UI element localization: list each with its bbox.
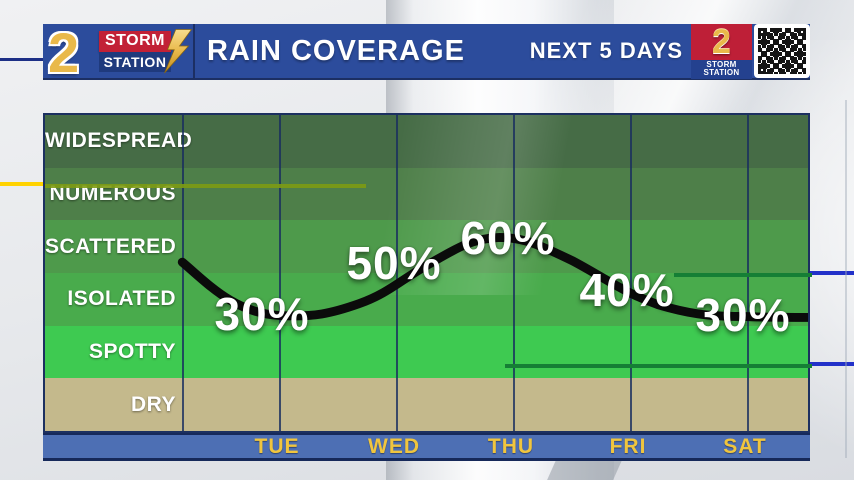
left-blue-accent-line bbox=[0, 58, 43, 61]
rain-coverage-chart: WIDESPREAD NUMEROUS SCATTERED ISOLATED S… bbox=[43, 113, 812, 433]
point-label-fri: 40% bbox=[579, 264, 675, 316]
point-label-sat: 30% bbox=[695, 289, 791, 341]
day-label-tue: TUE bbox=[254, 435, 300, 458]
band-label: ISOLATED bbox=[67, 287, 176, 311]
day-label-sat: SAT bbox=[723, 435, 767, 458]
left-yellow-accent-line bbox=[0, 182, 43, 186]
corner-logo-storm-label: STORM bbox=[706, 60, 737, 69]
dark-green-accent-segment-upper bbox=[674, 273, 812, 277]
day-axis-bar: TUE WED THU FRI SAT bbox=[43, 433, 810, 461]
gridline-thu bbox=[513, 115, 515, 431]
header-banner: 2 STORM STATION RAIN COVERAGE NEXT 5 DAY… bbox=[43, 21, 810, 84]
right-panel-edge bbox=[845, 100, 847, 458]
day-label-fri: FRI bbox=[609, 435, 647, 458]
qr-finder-bottom-left bbox=[758, 66, 766, 74]
band-dry: DRY bbox=[45, 378, 808, 432]
band-label: SCATTERED bbox=[45, 234, 177, 258]
corner-logo-station-label: STATION bbox=[703, 68, 740, 77]
gridline-wed bbox=[396, 115, 398, 431]
band-spotty: SPOTTY bbox=[45, 325, 808, 379]
forecast-range-label: NEXT 5 DAYS bbox=[529, 38, 683, 63]
band-label: SPOTTY bbox=[88, 340, 176, 364]
band-label: WIDESPREAD bbox=[45, 129, 193, 153]
band-isolated: ISOLATED bbox=[45, 273, 808, 326]
right-blue-accent-line-lower bbox=[810, 362, 854, 366]
lightning-bolt-icon bbox=[164, 29, 193, 74]
station-logo-station-label: STATION bbox=[99, 52, 171, 72]
gridline-tue bbox=[279, 115, 281, 431]
point-label-wed: 50% bbox=[346, 237, 442, 289]
coverage-bands: WIDESPREAD NUMEROUS SCATTERED ISOLATED S… bbox=[45, 115, 808, 432]
point-label-tue: 30% bbox=[214, 288, 310, 340]
corner-station-logo: 2 STORM STATION bbox=[691, 23, 752, 79]
gridline-fri bbox=[630, 115, 632, 431]
corner-logo-number: 2 bbox=[712, 23, 731, 61]
day-label-wed: WED bbox=[368, 435, 420, 458]
gridline-label-column bbox=[182, 115, 184, 431]
band-widespread: WIDESPREAD bbox=[45, 115, 808, 168]
coverage-line bbox=[177, 233, 808, 322]
right-blue-accent-line-upper bbox=[810, 271, 854, 275]
qr-finder-top-right bbox=[798, 28, 806, 36]
dark-green-accent-segment-lower bbox=[505, 364, 812, 368]
olive-accent-segment bbox=[45, 184, 366, 188]
day-label-thu: THU bbox=[487, 435, 535, 458]
band-numerous: NUMEROUS bbox=[45, 167, 808, 221]
station-logo: 2 STORM STATION bbox=[43, 21, 193, 84]
station-logo-number: 2 bbox=[48, 21, 79, 84]
header-divider bbox=[193, 24, 195, 78]
qr-code bbox=[754, 24, 810, 78]
qr-finder-top-left bbox=[758, 28, 766, 36]
page-title: RAIN COVERAGE bbox=[207, 34, 465, 67]
chart-sheen-overlay bbox=[380, 115, 590, 295]
station-logo-storm-label: STORM bbox=[99, 31, 171, 52]
point-label-thu: 60% bbox=[460, 212, 556, 264]
band-label: DRY bbox=[130, 392, 176, 416]
